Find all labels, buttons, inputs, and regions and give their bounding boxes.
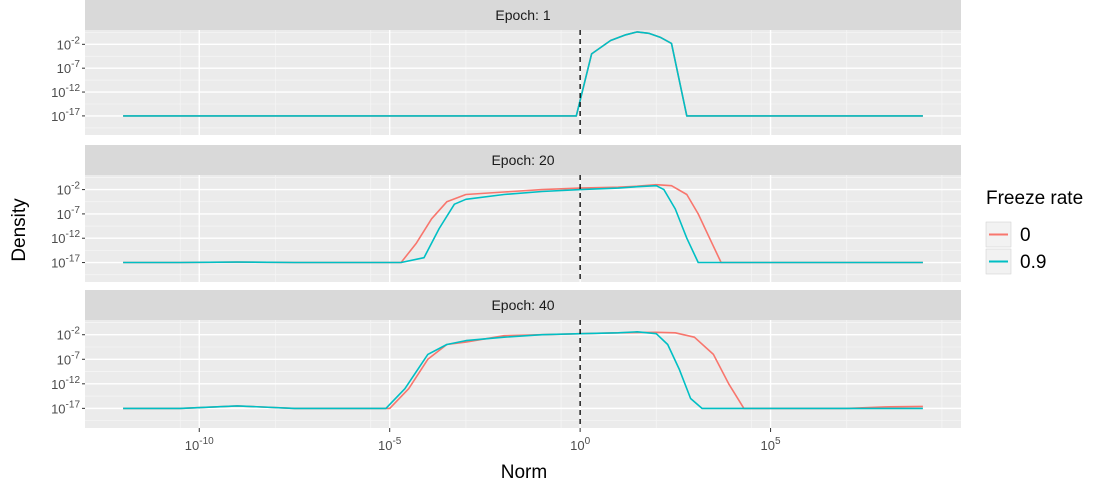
y-tick-label: 10-2 [57, 326, 81, 343]
legend-label: 0 [1020, 225, 1031, 246]
legend-label: 0.9 [1020, 252, 1046, 273]
x-tick-label: 10-10 [185, 436, 214, 453]
y-tick-label: 10-12 [51, 83, 80, 100]
y-tick-label: 10-12 [51, 229, 80, 246]
y-tick-label: 10-7 [57, 350, 81, 367]
panel-1: Epoch: 1 10-2 10-7 10-12 10-17 [51, 0, 961, 135]
y-tick-label: 10-17 [51, 254, 80, 271]
series-line-0-9 [123, 184, 923, 264]
y-tick-label: 10-2 [57, 35, 81, 52]
strip-background [85, 145, 961, 175]
y-tick-label: 10-2 [57, 181, 81, 198]
legend: Freeze rate 0 0.9 [985, 188, 1083, 275]
y-tick-label: 10-17 [51, 399, 80, 416]
series-line-0-9 [123, 31, 923, 117]
strip-background [85, 290, 961, 320]
strip-label: Epoch: 20 [491, 152, 554, 168]
x-axis-title: Norm [501, 462, 547, 483]
strip-background [85, 0, 961, 30]
panel-2: Epoch: 20 10-2 10-7 10-12 10-17 [51, 145, 961, 282]
x-tick-label: 100 [570, 436, 590, 453]
y-tick-label: 10-7 [57, 59, 81, 76]
strip-label: Epoch: 1 [495, 7, 550, 23]
panels: Epoch: 1 10-2 10-7 10-12 10-17 Epoch: 20 10-2 1… [51, 0, 961, 428]
x-tick-label: 105 [761, 436, 781, 453]
strip-label: Epoch: 40 [491, 297, 554, 313]
panel-background [85, 30, 961, 135]
x-tick-label: 10-5 [378, 436, 402, 453]
panel-background [85, 320, 961, 428]
y-tick-label: 10-7 [57, 205, 81, 222]
x-axis-ticks: 10-10 10-5 100 105 [185, 428, 781, 453]
y-tick-label: 10-17 [51, 107, 80, 124]
panel-3: Epoch: 40 10-2 10-7 10-12 10-17 [51, 290, 961, 428]
y-tick-label: 10-12 [51, 375, 80, 392]
y-axis-title: Density [9, 198, 30, 262]
legend-title: Freeze rate [986, 188, 1083, 209]
